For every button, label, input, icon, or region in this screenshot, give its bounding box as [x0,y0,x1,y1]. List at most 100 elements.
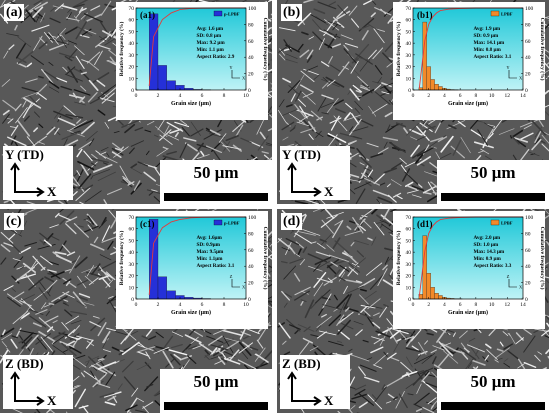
y-tick-label: 60 [129,227,135,233]
scale-bar-label: 50 μm [193,163,239,182]
mini-axis-h-label: X [519,285,523,290]
y-axis-title: Relative frequency (%) [118,231,125,286]
x-tick-label: 12 [505,302,511,308]
x-tick-label: 2 [427,302,430,308]
histogram-bar [166,290,176,300]
y-tick-label: 60 [406,227,412,233]
x-tick-label: 14 [520,93,526,99]
y-axis-title: Relative frequency (%) [395,231,402,286]
inset-label: (a1) [140,10,155,20]
x-tick-label: 8 [474,302,477,308]
x-tick-label: 2 [157,93,160,99]
histogram-chart: 0 2 4 6 8 10010203040506070020406080100Grain … [116,211,268,329]
y2-tick-label: 0 [525,297,528,303]
stat-line: Avg: 1.6 μm [197,26,224,32]
plot-area [413,8,523,90]
legend-label: p-LPBF [224,221,240,226]
x-tick-label: 0 [412,302,415,308]
histogram-bar [430,79,435,91]
y-tick-label: 20 [406,65,412,71]
stat-line: Max: 14.1 μm [474,40,505,46]
stat-line: Min: 1.1μm [197,256,224,262]
y-tick-label: 20 [129,65,135,71]
plot-frame [412,7,524,91]
legend-label: LPBF [501,12,513,17]
panel-label: (c) [4,213,24,230]
axis-horizontal-label: X [47,184,57,199]
y-tick-label: 20 [406,274,412,280]
mini-axes-lines [508,70,517,79]
plot-frame [412,216,524,300]
x-tick-label: 0 [412,93,415,99]
x-tick-label: 4 [443,302,446,308]
scale-bar-label: 50 μm [470,372,516,391]
y-tick-label: 10 [406,76,412,82]
y-tick-label: 50 [129,29,135,35]
scale-bar: 50 μm [160,369,272,413]
stat-line: Min: 1.1 μm [197,47,225,53]
y-tick-label: 30 [406,53,412,59]
x-tick-label: 10 [489,302,495,308]
y2-axis-title: Cumulative frequency (%) [539,227,545,290]
y2-tick-label: 40 [525,264,531,270]
x-tick-label: 2 [427,93,430,99]
inset-label: (c1) [140,219,155,229]
y2-tick-label: 80 [248,22,254,28]
histogram-bar [426,273,431,300]
y2-tick-label: 20 [248,72,254,78]
x-tick-label: 6 [201,93,204,99]
stat-line: Min: 0.9 μm [474,256,502,262]
x-tick-label: 8 [474,93,477,99]
x-tick-label: 6 [201,302,204,308]
axis-horizontal-label: X [324,393,334,408]
legend-swatch [490,10,500,17]
y-tick-label: 70 [129,215,135,221]
x-tick-label: 8 [223,93,226,99]
y-tick-label: 50 [129,238,135,244]
y2-tick-label: 60 [248,248,254,254]
mini-axes-lines [231,70,240,79]
histogram-inset: 0 2 4 6 8 10 0 10 20 30 40 50 60 70 0 20 40 60 80 100 Grain … [116,211,268,329]
panel-label: (b) [281,4,303,21]
scale-bar: 50 μm [437,369,549,413]
mini-axis-v-label: Z [230,274,233,279]
scale-bar-line [164,193,268,201]
y2-tick-label: 20 [248,281,254,287]
x-tick-label: 4 [443,93,446,99]
stat-line: Min: 0.8 μm [474,47,502,53]
stat-line: SD: 0.9μm [197,242,221,248]
x-tick-label: 8 [223,302,226,308]
y2-axis-title: Cumulative frequency (%) [262,227,268,290]
x-tick-label: 4 [179,93,182,99]
stat-line: Aspect Ratio: 3.3 [474,263,512,269]
axis-vertical-label: Z (BD) [282,356,321,371]
micrograph-panel-d: (d) Z (BD) X 50 μm 0 2 4 6 8 10 12 14 0 10 20 30 40 5… [277,209,549,413]
x-axis-title: Grain size (μm) [171,100,211,107]
mini-axis-v-label: Y [229,65,233,70]
x-tick-label: 0 [135,93,138,99]
y2-tick-label: 100 [525,6,534,12]
axis-vertical-label: Y (TD) [5,147,44,162]
y-tick-label: 50 [406,29,412,35]
x-tick-label: 2 [157,302,160,308]
x-axis-title: Grain size (μm) [171,309,211,316]
stat-line: Max: 14.3 μm [474,249,505,255]
x-axis-title: Grain size (μm) [448,309,488,316]
y2-tick-label: 60 [525,39,531,45]
scale-bar: 50 μm [437,160,549,204]
scale-bar-label: 50 μm [193,372,239,391]
mini-axis-h-label: X [519,76,523,81]
coordinate-axes: Z (BD) X [3,355,73,409]
histogram-bar [430,287,435,300]
histogram-bar [434,83,439,91]
x-tick-label: 6 [459,302,462,308]
scale-bar: 50 μm [160,160,272,204]
mini-axes-lines [231,279,240,288]
x-tick-label: 12 [505,93,511,99]
y2-tick-label: 20 [525,72,531,78]
x-axis-title: Grain size (μm) [448,100,488,107]
legend-swatch [490,219,500,226]
histogram-bar [438,295,443,300]
stat-line: Aspect Ratio: 3.1 [197,263,235,269]
axis-vertical-label: Z (BD) [5,356,44,371]
